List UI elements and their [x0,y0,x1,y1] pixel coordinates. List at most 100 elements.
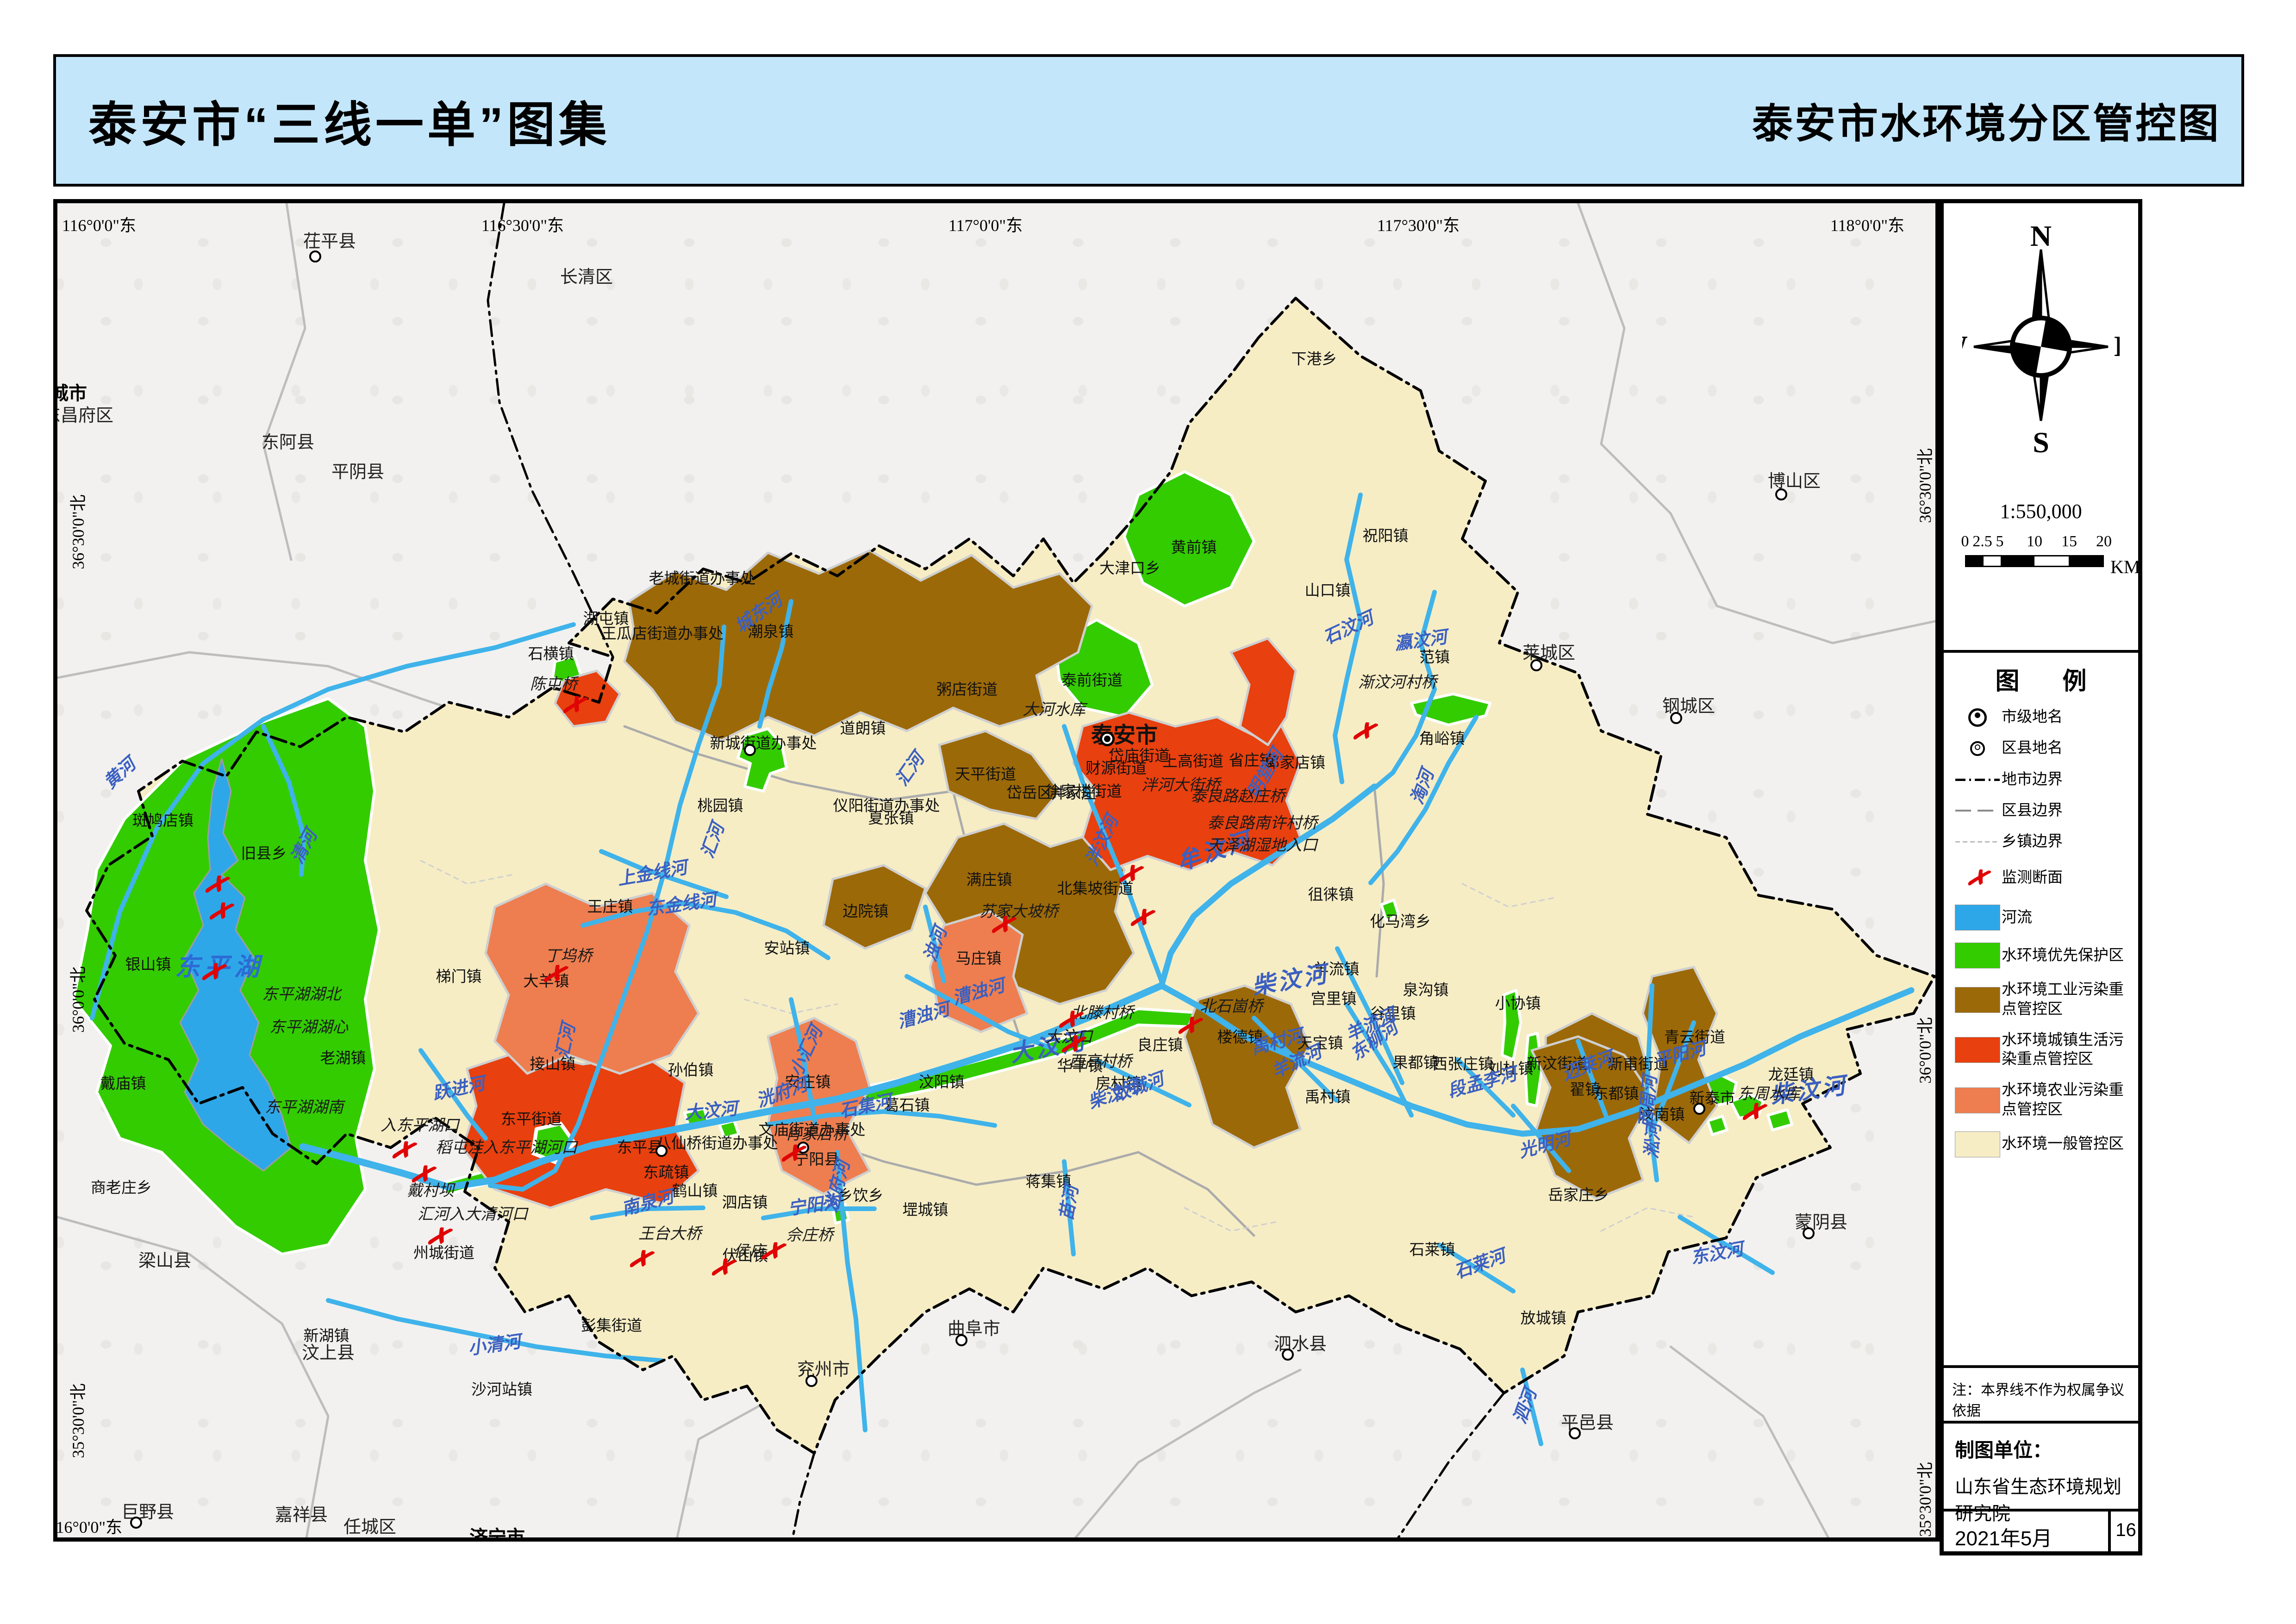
legend-item: 地市边界 [1953,770,2137,789]
outside-place-label: 泗水县 [1273,1335,1327,1354]
place-label: 羊流镇 [1313,961,1360,978]
place-label: 东都镇 [1593,1086,1639,1103]
coordinate-label: 36°0'0"北 [69,966,87,1033]
place-label: 西张庄镇 [1432,1056,1493,1073]
place-label: 良庄镇 [1137,1037,1183,1054]
divider [1944,1421,2138,1424]
legend-swatch-cell [1953,1087,2002,1113]
place-label: 道朗镇 [840,720,886,737]
place-label: 宫里镇 [1310,991,1357,1008]
legend-label: 地市边界 [2002,771,2063,788]
place-label: 斑鸠店镇 [132,812,193,830]
scale-bar-segment [1983,556,2001,566]
place-label: 满庄镇 [966,872,1012,889]
place-label: 接山镇 [530,1056,576,1073]
place-label: 新城街道办事处 [710,735,817,752]
legend-swatch [1954,1087,2000,1113]
place-label: 潮泉镇 [748,624,794,641]
outside-place-label: 东阿县 [261,433,315,452]
place-label: 梯门镇 [436,968,482,986]
place-label: 天宝镇 [1297,1035,1343,1052]
monitor-site-label: 泮河大街桥 [1142,777,1220,794]
place-label: 旧县乡 [241,845,287,862]
monitor-site-label: 侯店 [734,1243,765,1260]
outside-place-label: 兖州市 [797,1360,850,1380]
outside-place-label: 蒙阴县 [1794,1213,1848,1232]
city-place-icon [1100,731,1115,746]
county-place-icon [1775,488,1787,500]
outside-place-label: 曲阜市 [947,1319,1001,1339]
lake-dongpinghu [179,758,292,1172]
rivers [90,493,1915,1446]
place-label: 石横镇 [528,646,574,663]
monitor-site-label: 西高村桥 [1069,1053,1132,1070]
county-place-icon [1670,712,1682,724]
monitor-site-label: 泰良路赵庄桥 [1191,788,1285,805]
legend-swatch [1954,943,2000,969]
divider [1944,650,2138,653]
outside-place-label: 东昌府区 [57,406,114,425]
county-place-icon [1803,1227,1815,1239]
monitor-site-label: 肖家店桥 [785,1126,848,1143]
boundary-disclaimer: 注：本界线不作为权属争议依据 [1952,1382,2124,1419]
legend-label: 水环境城镇生活污染重点管控区 [2002,1031,2124,1068]
coordinate-label: 35°30'0"北 [69,1383,87,1458]
place-label: 泰前街道 [1061,672,1123,689]
place-label: 乡饮乡 [837,1187,884,1205]
outside-place-label: 茌平县 [303,232,356,251]
coordinate-label: 118°0'0"东 [1830,216,1905,235]
place-label: 马庄镇 [955,950,1002,968]
place-label: 石莱镇 [1409,1242,1455,1259]
credit-org: 山东省生态环境规划研究院 [1955,1477,2121,1524]
monitor-site-label: 稻屯洼入东平湖河口 [436,1139,577,1156]
monitor-site-label: 天泽湖湿地入口 [1207,837,1317,854]
monitor-site-label: 泰良路南许村桥 [1207,815,1317,832]
legend-label: 乡镇边界 [2002,833,2063,850]
place-label: 宁阳县 [793,1151,840,1168]
title-bar: 泰安市“三线一单”图集 泰安市水环境分区管控图 [53,54,2244,187]
place-label: 徂徕镇 [1308,887,1354,904]
outside-place-label: 平邑县 [1560,1413,1614,1433]
outside-place-label: 博山区 [1767,472,1821,491]
legend-item: 水环境一般管控区 [1953,1131,2137,1157]
place-label: 徐家楼街道 [1045,783,1122,800]
legend: 市级地名 区县地名 地市边界 区县边界 乡镇边界 ✗ 监测断面 河流 水环境优先保护区 水环境工业… [1953,708,2137,1169]
coordinate-label: 116°30'0"东 [481,216,564,235]
prefecture-boundary-ext [487,203,1505,1537]
legend-swatch-cell [1953,905,2002,931]
coordinate-label: 117°30'0"东 [1377,216,1460,235]
scale-tick: 5 [1996,533,2004,550]
monitor-site-label: 苏家大坡桥 [980,903,1058,920]
coordinate-label: 35°30'0"北 [1916,1462,1934,1537]
legend-label: 区县边界 [2002,802,2063,819]
coordinate-label: 116°0'0"东 [53,1518,123,1537]
legend-label: 监测断面 [2002,869,2063,887]
county-place-icon [1693,1103,1705,1115]
river-label: 淞河 [1641,1122,1665,1159]
scale-tick: 15 [2061,533,2077,550]
place-label: 谷里镇 [1370,1006,1416,1023]
monitor-site-label: 渐汶河村桥 [1358,674,1437,691]
place-label: 安庄镇 [785,1074,831,1091]
legend-item: 区县地名 [1953,739,2137,758]
scale-bar-segment [1966,556,1984,566]
prefecture-boundary-icon [1955,778,2000,781]
place-label: 新甫街道 [1608,1056,1669,1073]
legend-item: 水环境农业污染重点管控区 [1953,1081,2137,1119]
place-label: 州城街道 [413,1245,474,1262]
legend-swatch [1954,1037,2000,1063]
legend-swatch [1954,1131,2000,1157]
place-label: 新湖镇 [303,1328,349,1345]
county-place-icon [744,744,756,756]
outside-place-label: 梁山县 [138,1251,192,1271]
place-label: 房村镇 [1095,1075,1142,1093]
place-label: 边院镇 [842,903,889,920]
monitor-site-label: 戴村坝 [407,1182,454,1199]
place-label: 果都镇 [1392,1055,1439,1072]
place-label: 伏山镇 [722,1248,768,1265]
place-label: 天平街道 [955,766,1016,783]
place-label: 安站镇 [764,940,810,957]
place-label: 银山镇 [125,956,171,974]
outside-place-label: 巨野县 [121,1503,175,1522]
legend-item: 水环境工业污染重点管控区 [1953,981,2137,1019]
